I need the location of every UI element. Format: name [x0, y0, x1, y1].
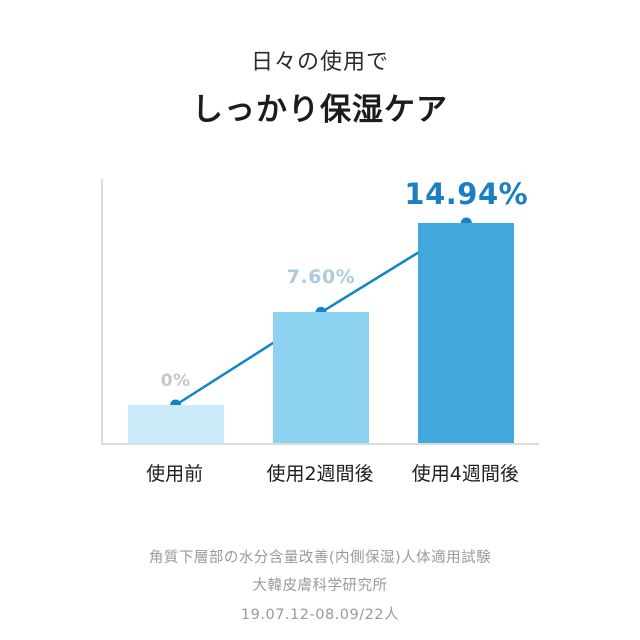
chart-subtitle: 日々の使用で — [250, 50, 389, 75]
category-label-0: 使用前 — [146, 463, 204, 485]
category-label-1: 使用2週間後 — [266, 463, 374, 485]
footer-note: 角質下層部の水分含量改善(内側保湿)人体適用試験 大韓皮膚科学研究所 19.07… — [0, 544, 640, 629]
bar-0 — [127, 405, 224, 443]
footer-line-3: 19.07.12-08.09/22人 — [240, 606, 400, 623]
footer-line-2: 大韓皮膚科学研究所 — [252, 578, 388, 595]
footer-line-1: 角質下層部の水分含量改善(内側保湿)人体適用試験 — [148, 550, 492, 566]
value-label-1: 7.60% — [286, 266, 356, 289]
header: 日々の使用で しっかり保湿ケア — [0, 0, 640, 129]
bar-1 — [273, 312, 369, 443]
bar-2 — [418, 223, 515, 443]
chart-title: しっかり保湿ケア — [192, 92, 448, 128]
plot-area: 0% 7.60% 14.94% — [101, 177, 539, 445]
category-labels: 使用前 使用2週間後 使用4週間後 — [102, 445, 538, 486]
value-label-2: 14.94% — [404, 177, 529, 211]
category-label-2: 使用4週間後 — [411, 463, 519, 485]
value-label-0: 0% — [160, 371, 191, 391]
